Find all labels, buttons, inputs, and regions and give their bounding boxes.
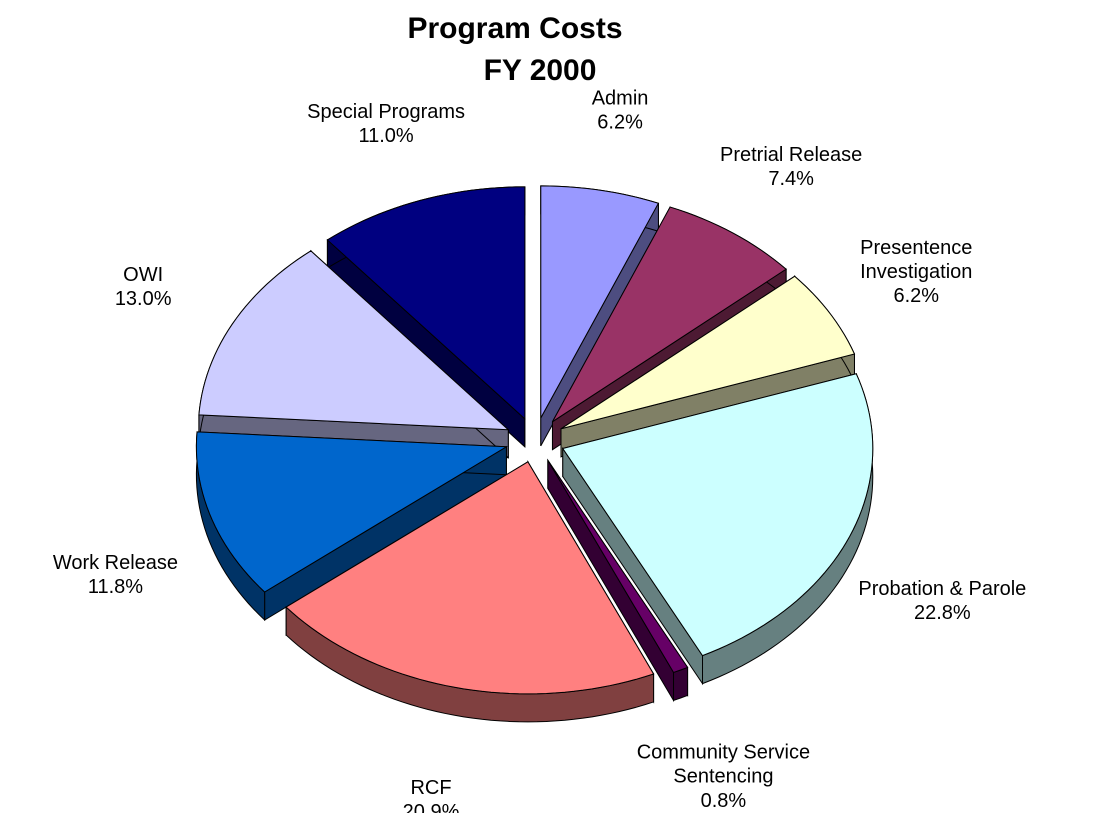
- slice-top: [285, 461, 655, 695]
- slice: [195, 431, 509, 622]
- slice-label: Work Release: [53, 552, 178, 574]
- slice-label: Probation & Parole: [858, 578, 1026, 600]
- slice-label: Special Programs: [307, 101, 465, 123]
- value-label: 6.2%: [597, 112, 643, 134]
- slice: [198, 249, 510, 459]
- value-label: 20.9%: [403, 801, 460, 813]
- value-label: 6.2%: [893, 285, 939, 307]
- slice-label: Community Service Sentencing: [637, 742, 810, 788]
- value-label: 11.0%: [358, 125, 413, 147]
- slice-label: Admin: [592, 88, 649, 110]
- value-label: 0.8%: [701, 790, 747, 812]
- slice: [540, 185, 660, 447]
- slice: [561, 373, 874, 686]
- slice-label: Pretrial Release: [720, 144, 862, 166]
- slice-top: [561, 373, 874, 657]
- slice-top: [195, 431, 509, 593]
- slice-top: [326, 186, 526, 420]
- chart-title: Program Costs: [407, 12, 622, 45]
- slice: [547, 458, 689, 703]
- slice: [285, 460, 655, 723]
- value-label: 11.8%: [88, 576, 143, 598]
- slice-top: [552, 206, 787, 423]
- chart-subtitle: FY 2000: [484, 54, 597, 87]
- slice-top: [540, 185, 660, 419]
- slice-top: [560, 275, 856, 430]
- value-label: 22.8%: [914, 602, 971, 624]
- slice-label: OWI: [123, 264, 163, 286]
- slice-side: [673, 666, 689, 702]
- slice-label: Presentence Investigation: [860, 237, 972, 283]
- value-label: 13.0%: [115, 288, 172, 310]
- slice-top: [198, 250, 510, 431]
- slice: [326, 186, 526, 448]
- value-label: 7.4%: [768, 168, 814, 190]
- slice-top: [547, 460, 689, 674]
- slice-label: RCF: [410, 777, 451, 799]
